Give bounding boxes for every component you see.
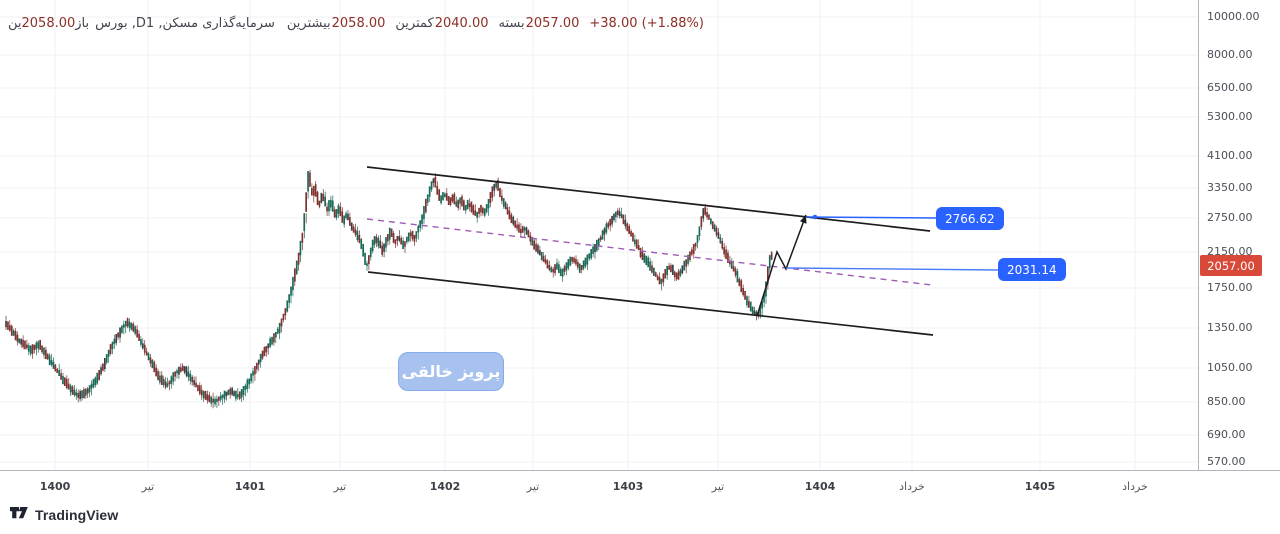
- time-axis[interactable]: 1400 تیر 1401 تیر 1402 تیر 1403 تیر 1404 خرداد 140…: [0, 470, 1280, 501]
- projection-arrowhead: [799, 215, 807, 224]
- price-tick-label: 8000.00: [1207, 48, 1253, 61]
- price-line-anchor-dot[interactable]: [812, 214, 818, 220]
- channel-upper-line[interactable]: [366, 166, 931, 232]
- price-tick-label: 1050.00: [1207, 361, 1253, 374]
- time-tick-label-year: 1401: [234, 480, 266, 493]
- time-tick-label-year: 1402: [429, 480, 461, 493]
- time-tick-label-month: تیر: [141, 480, 155, 493]
- time-tick-label-month: تیر: [711, 480, 725, 493]
- last-price-badge[interactable]: 2057.00: [1200, 255, 1262, 276]
- change-value: +38.00 (+1.88%): [589, 16, 704, 31]
- candlestick-chart[interactable]: [0, 0, 1198, 470]
- price-tick-label: 690.00: [1207, 428, 1246, 441]
- projection-arrow[interactable]: [756, 214, 807, 317]
- price-pane[interactable]: ین 2058.00 باز بورس ,D سرمایه‌گذاری مسکن…: [0, 0, 1198, 470]
- tradingview-mark-icon: [10, 507, 28, 519]
- channel-median-line[interactable]: [366, 218, 933, 286]
- close-label: بسته: [498, 16, 525, 31]
- symbol-title[interactable]: سرمایه‌گذاری مسکن, 1: [145, 16, 275, 31]
- footer-bar: TradingView: [0, 500, 1280, 534]
- channel-lower-line[interactable]: [367, 271, 934, 336]
- price-tick-label: 1350.00: [1207, 321, 1253, 334]
- price-tick-label: 2150.00: [1207, 245, 1253, 258]
- price-tick-label: 5300.00: [1207, 110, 1253, 123]
- open-value: 2058.00: [21, 16, 76, 31]
- low-label: کمترین: [395, 16, 434, 31]
- time-tick-label-month: تیر: [333, 480, 347, 493]
- price-tick-label: 3350.00: [1207, 181, 1253, 194]
- time-tick-label-month: تیر: [526, 480, 540, 493]
- open-label: باز: [75, 16, 90, 31]
- time-tick-label-year: 1400: [39, 480, 71, 493]
- tradingview-logo-text: TradingView: [35, 506, 119, 523]
- time-tick-label-month: خرداد: [1122, 480, 1148, 493]
- low-value: 2040.00: [434, 16, 489, 31]
- watermark-signature[interactable]: پرویز خالقی: [398, 352, 504, 391]
- time-tick-label-year: 1404: [804, 480, 836, 493]
- target-price-line[interactable]: [805, 216, 939, 219]
- candles: [5, 169, 773, 409]
- legend-cut-fragment: ین: [8, 16, 22, 31]
- symbol-legend: ین 2058.00 باز بورس ,D سرمایه‌گذاری مسکن…: [8, 16, 704, 31]
- time-tick-label-year: 1403: [612, 480, 644, 493]
- price-tick-label: 6500.00: [1207, 81, 1253, 94]
- time-tick-label-year: 1405: [1024, 480, 1056, 493]
- close-value: 2057.00: [525, 16, 580, 31]
- price-tick-label: 570.00: [1207, 455, 1246, 468]
- price-tick-label: 2750.00: [1207, 211, 1253, 224]
- price-tick-label: 1750.00: [1207, 281, 1253, 294]
- high-label: بیشترین: [286, 16, 331, 31]
- price-line-label-upper[interactable]: 2766.62: [936, 207, 1004, 230]
- price-tick-label: 850.00: [1207, 395, 1246, 408]
- high-value: 2058.00: [331, 16, 386, 31]
- price-tick-label: 4100.00: [1207, 149, 1253, 162]
- tradingview-logo[interactable]: TradingView: [10, 506, 118, 523]
- price-tick-label: 10000.00: [1207, 10, 1260, 23]
- time-tick-label-month: خرداد: [899, 480, 925, 493]
- price-axis[interactable]: 2057.00 10000.00 8000.00 6500.00 5300.00 410…: [1198, 0, 1280, 500]
- exchange-interval[interactable]: بورس ,D: [95, 16, 146, 31]
- price-line-label-lower[interactable]: 2031.14: [998, 258, 1066, 281]
- support-price-line[interactable]: [785, 267, 1001, 271]
